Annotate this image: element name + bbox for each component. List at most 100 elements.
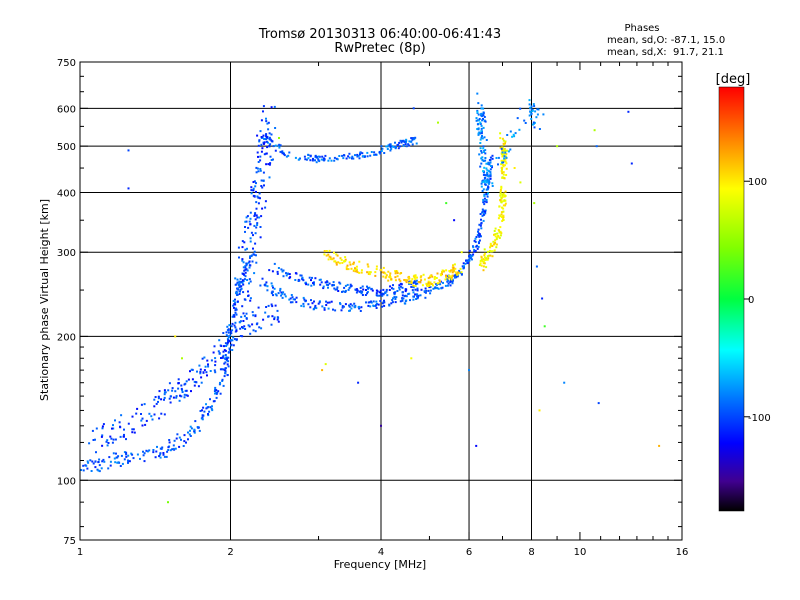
data-point <box>231 329 234 332</box>
data-point <box>475 245 478 248</box>
data-point <box>250 231 253 234</box>
data-point <box>480 104 483 107</box>
data-point <box>345 266 348 269</box>
data-point <box>505 167 508 170</box>
data-point <box>484 183 487 186</box>
data-point <box>416 293 419 296</box>
data-point <box>379 152 382 155</box>
data-point <box>389 272 392 275</box>
data-point <box>162 452 165 454</box>
data-point <box>482 209 485 212</box>
data-point <box>236 278 239 281</box>
data-point <box>113 457 116 460</box>
data-point <box>177 378 180 381</box>
data-point <box>428 286 431 289</box>
data-point <box>252 189 255 192</box>
data-point <box>282 275 285 278</box>
data-point <box>532 121 535 124</box>
data-point <box>336 158 339 161</box>
data-point <box>475 236 478 238</box>
data-point <box>244 248 247 251</box>
data-point <box>504 150 506 152</box>
data-point <box>374 274 377 277</box>
data-point <box>411 138 414 141</box>
data-point <box>536 108 539 111</box>
data-point <box>394 276 397 279</box>
data-point <box>98 470 101 473</box>
data-point <box>341 261 344 264</box>
data-point <box>276 316 279 319</box>
data-point <box>381 294 384 297</box>
data-point <box>339 302 341 305</box>
data-point <box>148 412 151 415</box>
data-point <box>235 338 238 341</box>
data-point <box>222 332 225 334</box>
data-point <box>263 283 266 286</box>
data-point <box>467 259 470 262</box>
data-point <box>203 410 206 413</box>
data-point <box>268 132 271 135</box>
data-point <box>234 303 237 306</box>
data-point <box>172 396 175 399</box>
data-point <box>350 267 353 270</box>
colorbar-tick-label: 100 <box>748 177 767 188</box>
data-point <box>399 285 402 288</box>
data-point <box>102 458 105 461</box>
data-point <box>536 113 539 116</box>
data-point <box>155 450 158 453</box>
data-point <box>341 154 344 157</box>
data-point <box>489 242 492 245</box>
data-point <box>119 435 122 438</box>
data-point <box>370 300 372 303</box>
data-point <box>482 262 485 265</box>
data-point <box>259 155 262 158</box>
data-point <box>364 294 367 296</box>
data-point <box>252 234 254 237</box>
data-point <box>108 456 111 459</box>
data-point <box>494 227 497 230</box>
data-point <box>259 226 262 228</box>
data-point <box>166 450 169 453</box>
data-point <box>499 146 502 149</box>
data-point <box>239 327 242 330</box>
data-point <box>318 160 321 163</box>
data-point <box>132 457 135 460</box>
data-point <box>348 156 351 159</box>
data-point <box>348 305 351 308</box>
data-point <box>411 143 414 146</box>
data-point <box>190 390 192 393</box>
data-point <box>479 213 482 215</box>
data-point <box>597 402 600 405</box>
data-point <box>326 301 329 304</box>
data-point <box>311 159 314 162</box>
data-point <box>159 456 162 459</box>
data-point <box>391 299 394 301</box>
data-point <box>491 185 494 187</box>
data-point <box>504 202 507 205</box>
data-point <box>491 255 494 258</box>
data-point <box>336 288 339 291</box>
data-point <box>455 276 458 279</box>
data-point <box>429 286 432 289</box>
data-point <box>528 114 531 117</box>
data-point <box>87 461 90 464</box>
data-point <box>398 278 401 281</box>
data-point <box>482 145 485 148</box>
data-point <box>387 270 390 273</box>
data-point <box>442 270 445 273</box>
data-point <box>441 269 444 272</box>
data-point <box>80 469 83 471</box>
data-point <box>142 450 144 453</box>
data-point <box>358 305 360 308</box>
data-point <box>273 316 276 319</box>
data-point <box>285 272 287 275</box>
data-point <box>150 415 153 418</box>
data-point <box>235 292 238 294</box>
data-point <box>393 293 396 296</box>
data-point <box>356 268 358 271</box>
data-point <box>270 159 273 161</box>
data-point <box>433 278 436 280</box>
data-point <box>230 325 233 328</box>
data-point <box>107 442 110 444</box>
